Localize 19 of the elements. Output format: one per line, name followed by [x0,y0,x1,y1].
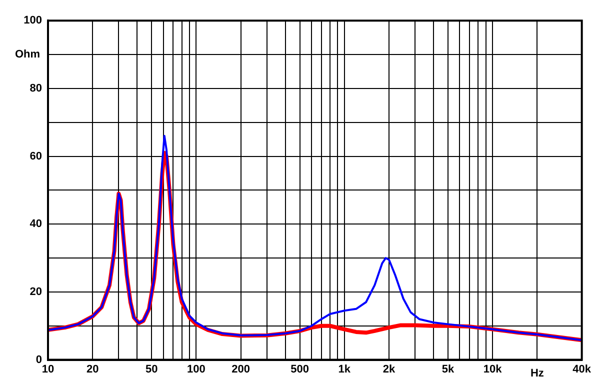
x-axis-title: Hz [530,367,544,380]
x-tick-label: 2k [382,363,396,376]
x-tick-label: 40k [572,363,592,376]
y-tick-label: 40 [30,218,42,230]
y-tick-label: 80 [30,82,42,94]
x-tick-label: 20 [86,363,99,376]
y-tick-label: 20 [30,286,42,298]
x-tick-label: 100 [187,363,206,376]
x-tick-label: 200 [232,363,250,376]
x-tick-label: 1k [338,363,352,376]
y-tick-label: 0 [36,354,42,366]
x-tick-label: 50 [145,363,158,376]
x-tick-label: 5k [442,363,455,376]
y-axis-title: Ohm [14,48,40,61]
y-tick-label: 60 [30,150,42,162]
y-tick-label: 100 [24,14,42,27]
x-tick-label: 10 [42,363,54,376]
x-tick-label: 500 [290,363,309,376]
x-tick-label: 10k [483,363,503,376]
